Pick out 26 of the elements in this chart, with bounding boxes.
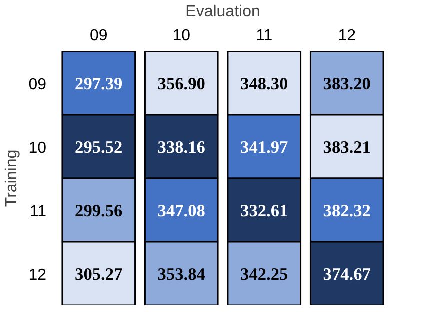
data-label: 299.56 xyxy=(75,201,124,220)
data-label: 338.16 xyxy=(158,138,206,157)
data-label: 332.61 xyxy=(240,201,288,220)
y-tick-label: 10 xyxy=(28,140,47,157)
data-label: 382.32 xyxy=(323,201,371,220)
x-tick-label: 12 xyxy=(338,28,356,44)
x-axis-title: Evaluation xyxy=(186,4,260,20)
data-label: 348.30 xyxy=(240,74,288,94)
data-label: 383.21 xyxy=(323,138,371,157)
x-tick-label: 11 xyxy=(256,28,273,44)
x-tick-label: 09 xyxy=(90,28,108,44)
data-label: 305.27 xyxy=(75,264,124,284)
data-label: 383.20 xyxy=(323,74,371,94)
y-axis-title: Training xyxy=(4,150,21,208)
data-label: 297.39 xyxy=(75,74,124,94)
data-label: 347.08 xyxy=(158,201,206,220)
data-label: 356.90 xyxy=(158,74,206,94)
data-label: 295.52 xyxy=(75,138,123,157)
data-label: 341.97 xyxy=(240,138,289,157)
x-tick-label: 10 xyxy=(172,28,191,44)
data-label: 342.25 xyxy=(240,264,289,284)
y-tick-label: 11 xyxy=(30,203,47,220)
data-label: 374.67 xyxy=(323,264,372,284)
y-tick-label: 09 xyxy=(28,76,47,94)
data-label: 353.84 xyxy=(158,264,206,284)
y-tick-label: 12 xyxy=(28,266,47,284)
